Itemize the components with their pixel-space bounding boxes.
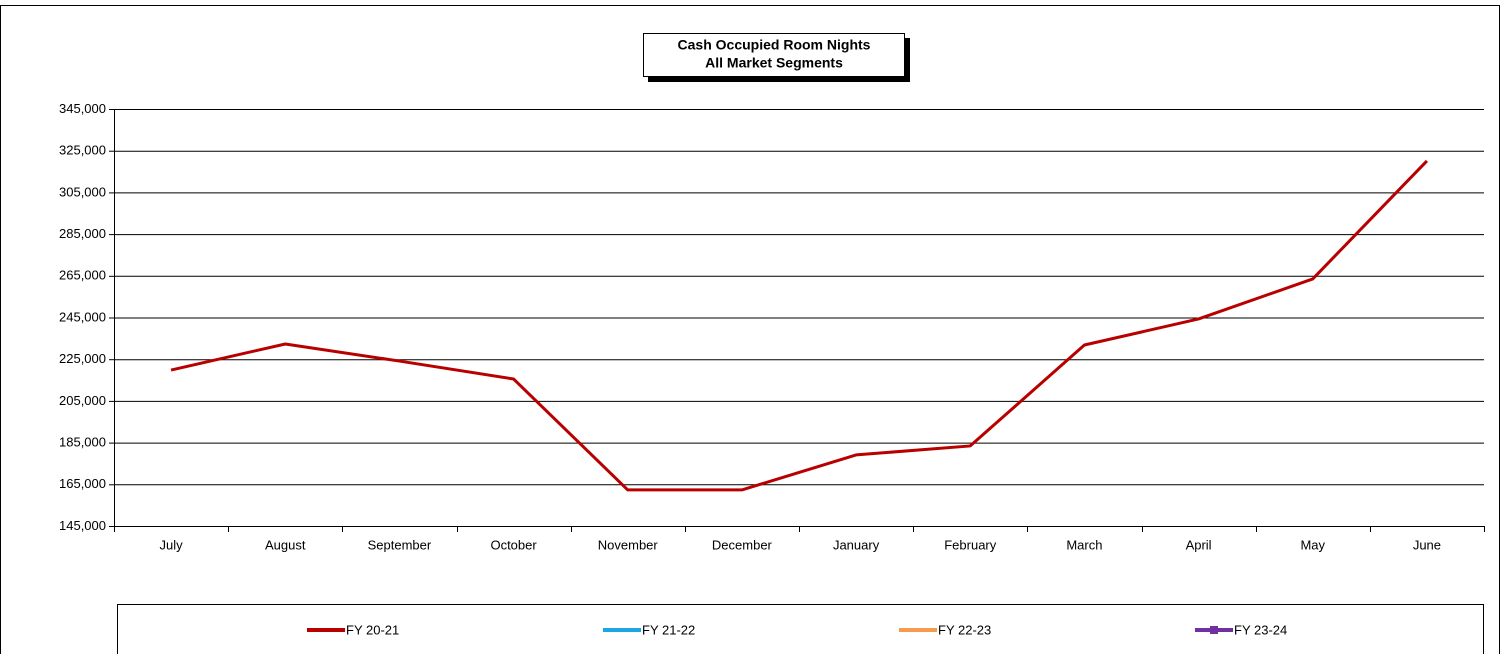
y-tick-label: 345,000 bbox=[59, 101, 106, 116]
x-tick-label: September bbox=[368, 537, 432, 552]
legend-label: FY 21-22 bbox=[642, 622, 695, 637]
x-tick-label: June bbox=[1413, 537, 1441, 552]
legend-label: FY 20-21 bbox=[346, 622, 399, 637]
legend-box bbox=[117, 604, 1484, 659]
x-tick-label: April bbox=[1186, 537, 1212, 552]
x-tick-label: November bbox=[598, 537, 659, 552]
x-tick-label: January bbox=[833, 537, 880, 552]
title-box bbox=[643, 33, 905, 77]
x-tick-label: March bbox=[1066, 537, 1102, 552]
y-tick-label: 185,000 bbox=[59, 435, 106, 450]
y-tick-label: 145,000 bbox=[59, 518, 106, 533]
chart-border bbox=[0, 5, 1500, 659]
legend-label: FY 23-24 bbox=[1234, 622, 1287, 637]
chart-title: Cash Occupied Room Nights bbox=[678, 37, 871, 53]
y-tick-label: 305,000 bbox=[59, 184, 106, 199]
x-tick-label: February bbox=[944, 537, 997, 552]
y-tick-label: 225,000 bbox=[59, 351, 106, 366]
x-tick-label: October bbox=[490, 537, 537, 552]
x-tick-label: July bbox=[160, 537, 184, 552]
chart-subtitle: All Market Segments bbox=[705, 55, 843, 71]
x-tick-label: May bbox=[1300, 537, 1325, 552]
y-tick-label: 245,000 bbox=[59, 309, 106, 324]
x-tick-label: December bbox=[712, 537, 773, 552]
series-line bbox=[170, 159, 1428, 492]
x-tick-label: August bbox=[265, 537, 306, 552]
y-tick-label: 165,000 bbox=[59, 476, 106, 491]
y-tick-label: 265,000 bbox=[59, 268, 106, 283]
y-tick-label: 325,000 bbox=[59, 143, 106, 158]
legend-marker bbox=[1210, 626, 1218, 634]
legend-label: FY 22-23 bbox=[938, 622, 991, 637]
y-tick-label: 285,000 bbox=[59, 226, 106, 241]
y-tick-label: 205,000 bbox=[59, 393, 106, 408]
